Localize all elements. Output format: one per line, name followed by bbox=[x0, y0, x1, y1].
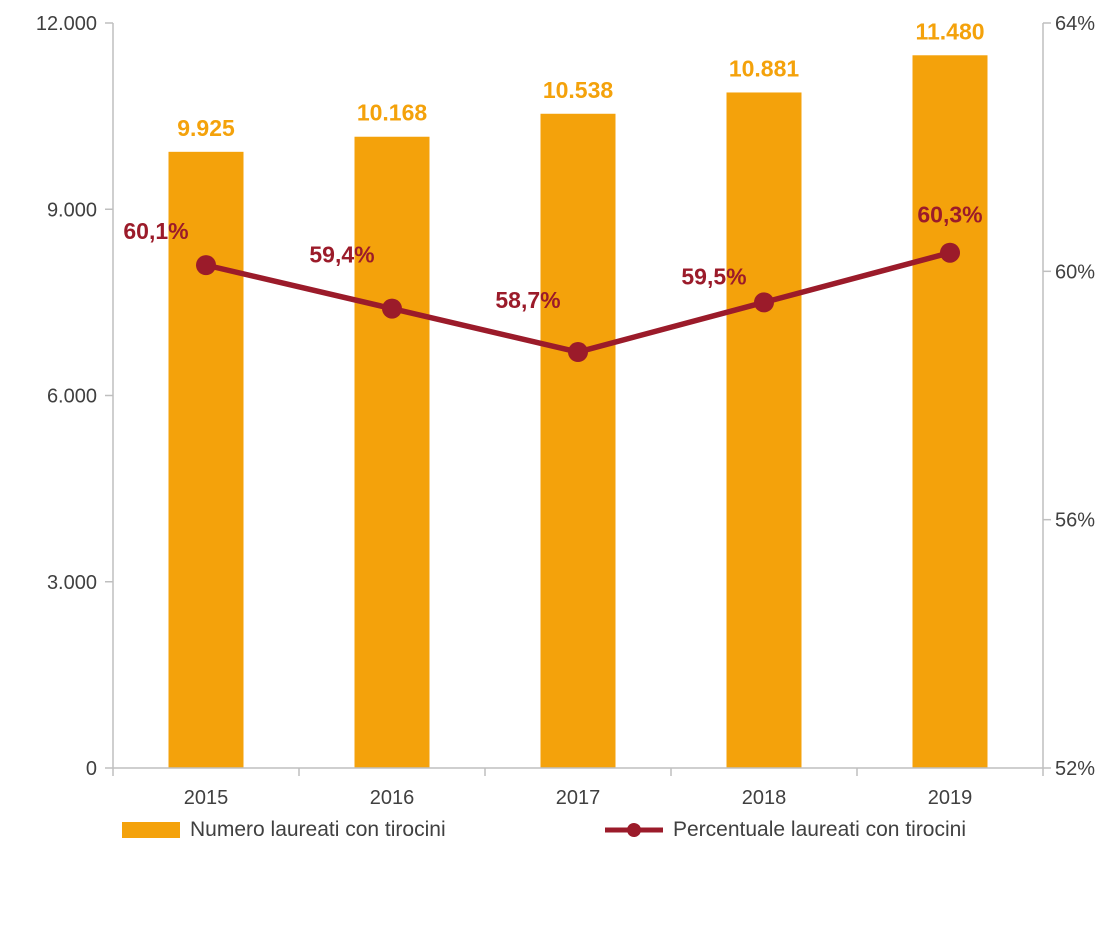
bar-value-label: 9.925 bbox=[177, 115, 235, 141]
y-left-tick-label: 6.000 bbox=[47, 386, 97, 408]
percent-point[interactable] bbox=[196, 255, 216, 276]
y-left-tick-label: 3.000 bbox=[47, 572, 97, 594]
line-series bbox=[196, 242, 960, 363]
y-left-tick-label: 9.000 bbox=[47, 199, 97, 221]
percent-value-label: 60,3% bbox=[917, 202, 982, 228]
bar-series bbox=[168, 55, 988, 769]
legend-item-bar[interactable]: Numero laureati con tirocini bbox=[122, 818, 446, 842]
legend-line-label: Percentuale laureati con tirocini bbox=[673, 818, 966, 841]
bar[interactable] bbox=[354, 136, 430, 768]
x-tick-label: 2015 bbox=[184, 787, 229, 809]
bar-value-label: 10.168 bbox=[357, 100, 428, 126]
percent-point[interactable] bbox=[568, 342, 588, 363]
legend-bar-label: Numero laureati con tirocini bbox=[190, 818, 446, 841]
legend-bar-swatch bbox=[122, 822, 180, 838]
legend: Numero laureati con tirocini Percentuale… bbox=[0, 818, 1117, 852]
y-right-tick-label: 60% bbox=[1055, 261, 1095, 283]
x-tick-label: 2019 bbox=[928, 787, 973, 809]
y-right-tick-label: 64% bbox=[1055, 13, 1095, 35]
percent-point[interactable] bbox=[382, 298, 402, 319]
percent-value-label: 59,5% bbox=[681, 263, 746, 289]
axis-ticks: 0 3.000 6.000 9.000 12.000 52% 56% 60% 64% 2015 20… bbox=[36, 13, 1095, 809]
bar-value-label: 11.480 bbox=[915, 18, 984, 44]
y-right-tick-label: 52% bbox=[1055, 758, 1095, 780]
bar[interactable] bbox=[912, 55, 988, 769]
bar-value-label: 10.538 bbox=[543, 77, 614, 103]
bar[interactable] bbox=[726, 92, 802, 768]
bar-value-label: 10.881 bbox=[729, 55, 800, 81]
y-right-tick-label: 56% bbox=[1055, 510, 1095, 532]
data-labels: 9.925 10.168 10.538 10.881 11.480 60,1% 59,4% 5… bbox=[123, 18, 984, 313]
bar[interactable] bbox=[540, 113, 616, 769]
y-left-tick-label: 12.000 bbox=[36, 13, 97, 35]
percent-point[interactable] bbox=[754, 292, 774, 313]
legend-item-line[interactable]: Percentuale laureati con tirocini bbox=[605, 818, 966, 842]
x-tick-label: 2017 bbox=[556, 787, 601, 809]
percent-value-label: 59,4% bbox=[309, 242, 374, 268]
percent-value-label: 60,1% bbox=[123, 218, 188, 244]
percent-value-label: 58,7% bbox=[495, 287, 560, 313]
legend-line-swatch bbox=[605, 823, 663, 837]
bar[interactable] bbox=[168, 151, 244, 768]
x-tick-label: 2018 bbox=[742, 787, 787, 809]
y-left-tick-label: 0 bbox=[86, 758, 97, 780]
x-tick-label: 2016 bbox=[370, 787, 415, 809]
percent-point[interactable] bbox=[940, 242, 960, 263]
